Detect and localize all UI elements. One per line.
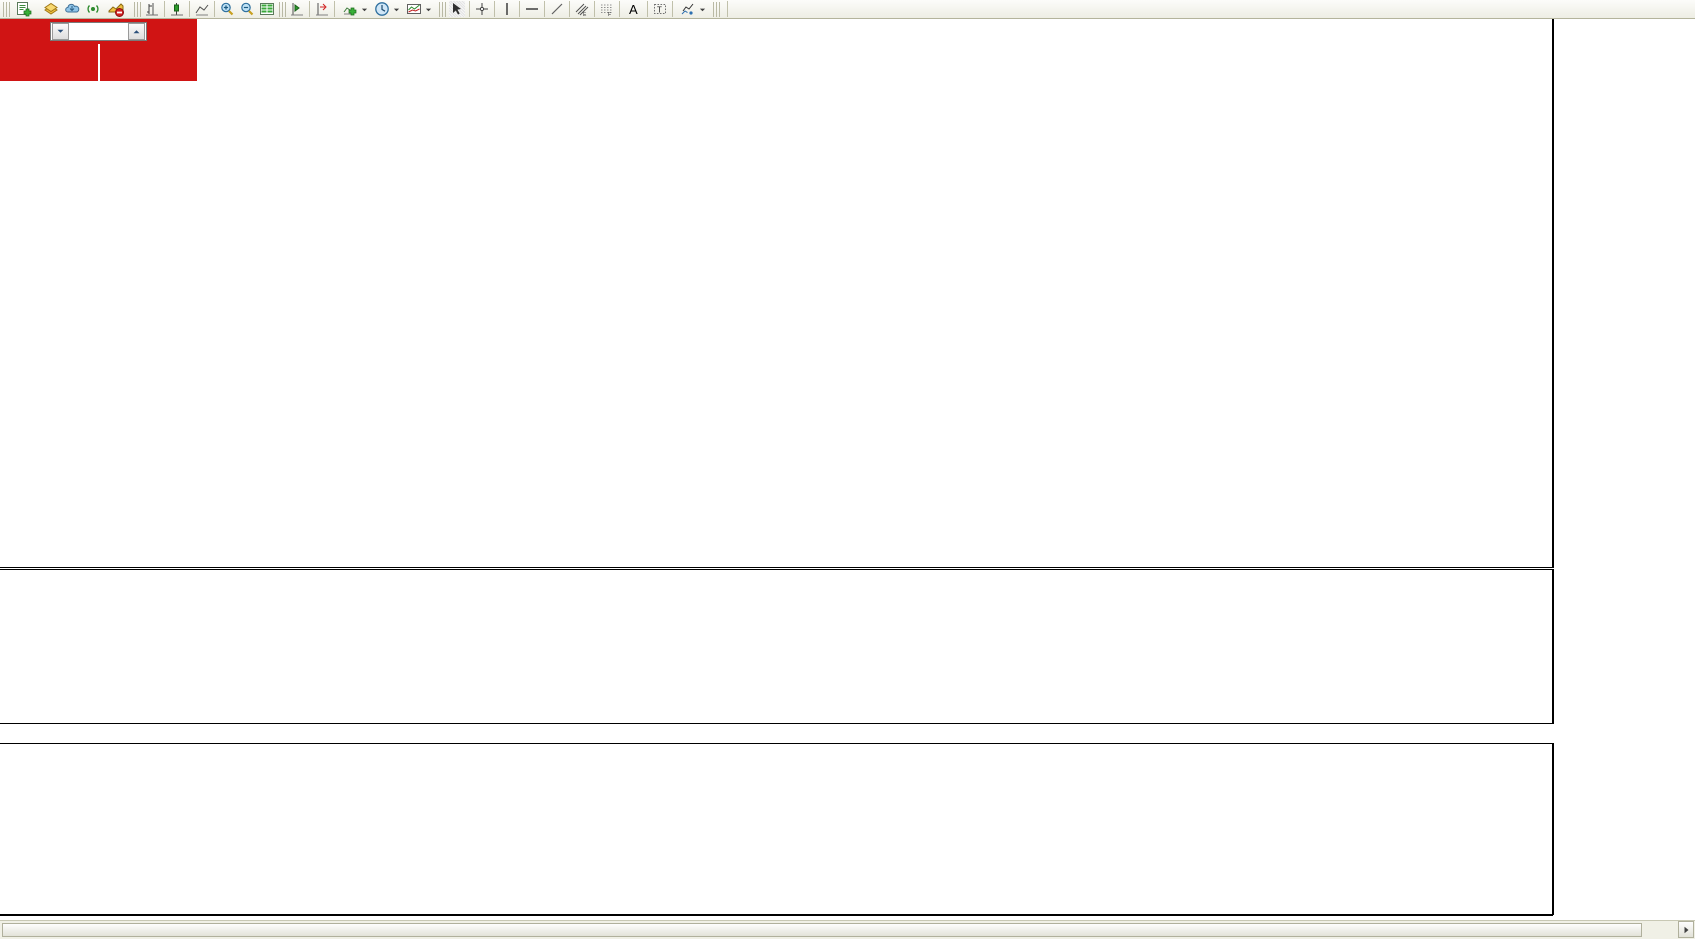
crosshair-icon[interactable] (474, 1, 490, 17)
indicators-icon (343, 7, 357, 16)
zoom-in-icon[interactable] (219, 1, 235, 17)
toolbar-separator (189, 1, 190, 17)
price-pane-inner[interactable] (0, 19, 1553, 567)
volume-stepper[interactable] (50, 22, 147, 41)
volume-increment-button[interactable] (128, 23, 145, 40)
indicators-button[interactable] (339, 1, 371, 18)
drawing-tools-icon (681, 3, 694, 15)
drawing-grip[interactable] (439, 1, 446, 17)
hline-icon[interactable] (524, 1, 540, 17)
main-toolbar: E F A T (0, 0, 1695, 19)
text-label-icon[interactable]: T (652, 1, 668, 17)
scrollbar-thumb[interactable] (2, 923, 1642, 937)
cursor-icon[interactable] (449, 1, 465, 17)
toolbar-separator (569, 1, 570, 17)
templates-dropdown-icon (407, 4, 421, 14)
rsi-pane[interactable] (0, 743, 1553, 915)
auto-scroll-icon[interactable] (289, 1, 305, 17)
equidistant-channel-icon[interactable]: E (574, 1, 590, 17)
new-order-icon (17, 2, 32, 17)
buy-price-display[interactable] (99, 44, 197, 81)
periods-icon (375, 2, 389, 16)
macd-y-axis[interactable] (1553, 569, 1695, 724)
toolbar-separator (646, 1, 648, 17)
rsi-plot-layer (0, 744, 1553, 914)
price-pane-border (1552, 19, 1553, 567)
chevron-down-icon (57, 29, 64, 33)
toolbar-separator (494, 1, 495, 17)
rsi-y-axis[interactable] (1553, 743, 1695, 915)
toolbar-separator (544, 1, 545, 17)
toolbar-grip[interactable] (3, 1, 10, 17)
fibonacci-icon[interactable]: F (599, 1, 615, 17)
chart-area[interactable] (0, 19, 1695, 939)
buy-button[interactable] (151, 19, 197, 44)
chevron-down-icon[interactable] (699, 6, 706, 13)
candlestick-chart-icon[interactable] (169, 1, 185, 17)
toolbar-separator (309, 1, 310, 17)
price-pane[interactable] (0, 19, 1553, 568)
volume-decrement-button[interactable] (52, 23, 69, 40)
toolbar-separator (619, 1, 620, 17)
chart-shift-icon[interactable] (314, 1, 330, 17)
chevron-up-icon (133, 30, 140, 34)
chart-type-grip[interactable] (134, 1, 141, 17)
line-chart-icon[interactable] (194, 1, 210, 17)
chevron-down-icon[interactable] (393, 6, 400, 13)
one-click-trading-top-row (0, 19, 197, 44)
scroll-grip[interactable] (279, 1, 286, 17)
toolbar-separator (594, 1, 595, 17)
buy-price-fraction (148, 67, 149, 80)
macd-pane-inner[interactable] (0, 570, 1553, 723)
macd-pane-border (1552, 570, 1553, 723)
trendline-icon[interactable] (549, 1, 565, 17)
text-icon[interactable]: A (629, 1, 638, 17)
chevron-down-icon[interactable] (425, 6, 432, 13)
svg-text:E: E (583, 12, 587, 17)
vline-icon[interactable] (499, 1, 515, 17)
sell-price-fraction (48, 67, 49, 80)
toolbar-separator (214, 1, 215, 17)
macd-pane[interactable] (0, 569, 1553, 724)
bar-chart-icon[interactable] (144, 1, 160, 17)
toolbar-separator (671, 1, 673, 17)
rsi-pane-inner[interactable] (0, 744, 1553, 914)
timeframe-grip[interactable] (712, 1, 720, 17)
chevron-down-icon[interactable] (361, 6, 368, 13)
new-order-button[interactable] (13, 1, 38, 18)
sell-button[interactable] (0, 19, 46, 44)
data-window-icon[interactable] (259, 1, 275, 17)
toolbar-separator (334, 1, 335, 17)
toolbar-separator (469, 1, 470, 17)
drawing-tools-button[interactable] (677, 1, 709, 18)
templates-icon[interactable] (43, 1, 59, 17)
sell-price-display[interactable] (0, 44, 98, 81)
price-y-axis[interactable] (1553, 19, 1695, 568)
toolbar-separator (164, 1, 165, 17)
price-annotations-layer (0, 19, 1553, 567)
autotrading-icon (108, 3, 124, 17)
one-click-trading-prices (0, 44, 197, 81)
autotrading-button[interactable] (105, 1, 130, 18)
svg-text:F: F (608, 12, 611, 17)
horizontal-scrollbar[interactable] (0, 920, 1695, 939)
signals-icon[interactable] (85, 1, 101, 17)
periods-button[interactable] (371, 1, 403, 18)
macd-plot-layer (0, 570, 1553, 723)
chevron-right-icon (1684, 926, 1688, 933)
toolbar-separator (519, 1, 520, 17)
scroll-right-button[interactable] (1678, 921, 1694, 938)
toolbar-separator (726, 1, 728, 17)
one-click-trading-panel[interactable] (0, 19, 197, 81)
zoom-out-icon[interactable] (239, 1, 255, 17)
volume-container (46, 19, 151, 44)
rsi-pane-border (1552, 744, 1553, 914)
cloud-icon[interactable] (64, 1, 80, 17)
templates-button[interactable] (403, 1, 435, 18)
svg-text:T: T (657, 6, 662, 15)
